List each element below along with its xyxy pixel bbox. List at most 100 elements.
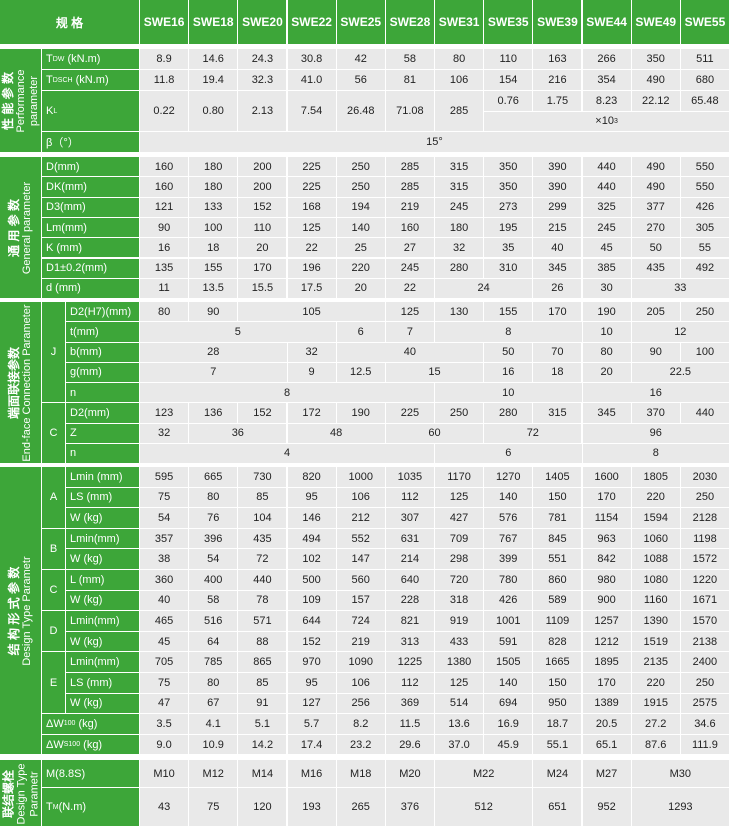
value-cell: 32 xyxy=(435,238,484,258)
value-cell: 1154 xyxy=(582,508,631,528)
value-cell: 552 xyxy=(336,528,385,549)
value-cell: 95 xyxy=(287,673,336,693)
value-cell: 631 xyxy=(385,528,434,549)
value-cell: 26 xyxy=(533,278,582,299)
value-cell: 40 xyxy=(336,342,484,362)
model-header: SWE22 xyxy=(287,0,336,44)
value-cell: 2400 xyxy=(680,652,729,672)
model-header: SWE28 xyxy=(385,0,434,44)
value-cell: 785 xyxy=(189,652,238,672)
value-cell: 102 xyxy=(287,549,336,569)
value-cell: 136 xyxy=(189,403,238,423)
value-cell: 2128 xyxy=(680,508,729,528)
section-label: 通 用 参 数 General parameter xyxy=(1,157,41,299)
value-cell: 180 xyxy=(189,177,238,197)
value-cell: 307 xyxy=(385,508,434,528)
value-cell: 1090 xyxy=(336,652,385,672)
value-cell: M30 xyxy=(631,760,729,787)
value-cell: 152 xyxy=(238,403,287,423)
value-cell: 147 xyxy=(336,549,385,569)
value-cell: 112 xyxy=(385,673,434,693)
value-cell: 315 xyxy=(435,177,484,197)
value-cell: 27 xyxy=(385,238,434,258)
value-cell: 106 xyxy=(435,70,484,90)
factor-cell: ×10 3 xyxy=(484,111,729,131)
value-cell: 90 xyxy=(631,342,680,362)
value-cell: 80 xyxy=(189,673,238,693)
value-cell: 27.2 xyxy=(631,714,680,734)
value-cell: 512 xyxy=(435,788,533,826)
section-label-cell xyxy=(0,467,41,755)
value-cell: 193 xyxy=(287,788,336,826)
value-cell: 900 xyxy=(582,590,631,611)
value-cell: 1060 xyxy=(631,528,680,549)
row-label: T M (N.m) xyxy=(42,788,139,826)
value-cell: 10 xyxy=(435,383,582,403)
value-cell: 9 xyxy=(287,362,336,382)
section-subtitle: Design Type Parametr xyxy=(14,763,40,824)
value-cell: 1572 xyxy=(680,549,729,569)
value-cell: 45 xyxy=(140,631,189,652)
value-cell: 250 xyxy=(680,487,729,508)
value-cell: 111.9 xyxy=(680,734,729,755)
text: K xyxy=(46,105,54,117)
row-label: T DSCH (kN.m) xyxy=(42,70,139,90)
value-cell: 13.5 xyxy=(189,278,238,299)
row-label: DK(mm) xyxy=(42,177,139,197)
value-cell: 842 xyxy=(582,549,631,569)
value-cell: 37.0 xyxy=(435,734,484,755)
value-cell: 110 xyxy=(238,217,287,238)
row-label: W (kg) xyxy=(66,549,139,569)
value-cell: 1257 xyxy=(582,611,631,631)
group-label: A xyxy=(42,467,65,528)
value-cell: 163 xyxy=(533,49,582,69)
value-cell: 1080 xyxy=(631,570,680,590)
row-label: n xyxy=(66,383,139,403)
value-cell: 26.48 xyxy=(336,91,385,131)
value-cell: 1000 xyxy=(336,467,385,487)
value-cell: M14 xyxy=(238,760,287,787)
value-cell: 154 xyxy=(484,70,533,90)
value-cell: 20.5 xyxy=(582,714,631,734)
value-cell: 820 xyxy=(287,467,336,487)
value-cell: 2138 xyxy=(680,631,729,652)
value-cell: 22 xyxy=(385,278,434,299)
value-cell: 285 xyxy=(385,157,434,177)
section-label: 性 能 参 数 Performance parameter xyxy=(1,49,41,153)
value-cell: 560 xyxy=(336,570,385,590)
value-cell: 8 xyxy=(582,443,729,463)
value-cell: 28 xyxy=(140,342,287,362)
row-label: β（°） xyxy=(42,132,139,152)
section-subtitle: Design Type Parametr xyxy=(21,556,34,666)
value-cell: 8.9 xyxy=(140,49,189,69)
value-cell: 7.54 xyxy=(287,91,336,131)
section-label-cell xyxy=(0,157,41,299)
value-cell: M12 xyxy=(189,760,238,787)
value-cell: M16 xyxy=(287,760,336,787)
section-title: 端面联接参数 xyxy=(7,347,21,420)
value-cell: 8 xyxy=(435,322,582,342)
value-cell: 6 xyxy=(336,322,385,342)
value-cell: 190 xyxy=(582,302,631,322)
row-label: Lmin(mm) xyxy=(66,611,139,631)
value-cell: 219 xyxy=(336,631,385,652)
value-cell: 1160 xyxy=(631,590,680,611)
value-cell: 58 xyxy=(385,49,434,69)
unit: (kg) xyxy=(75,717,98,730)
value-cell: 56 xyxy=(336,70,385,90)
value-cell: 50 xyxy=(484,342,533,362)
value-cell: 150 xyxy=(533,673,582,693)
value-cell: 7 xyxy=(385,322,434,342)
value-cell: 54 xyxy=(140,508,189,528)
value-cell: 20 xyxy=(582,362,631,382)
value-cell: 1198 xyxy=(680,528,729,549)
value-cell: 1001 xyxy=(484,611,533,631)
value-cell: 1915 xyxy=(631,693,680,714)
value-cell: 350 xyxy=(631,49,680,69)
value-cell: 266 xyxy=(582,49,631,69)
value-cell: 980 xyxy=(582,570,631,590)
value-cell: 396 xyxy=(189,528,238,549)
model-header: SWE49 xyxy=(631,0,680,44)
value-cell: 16 xyxy=(582,383,729,403)
value-cell: 15° xyxy=(140,132,729,152)
